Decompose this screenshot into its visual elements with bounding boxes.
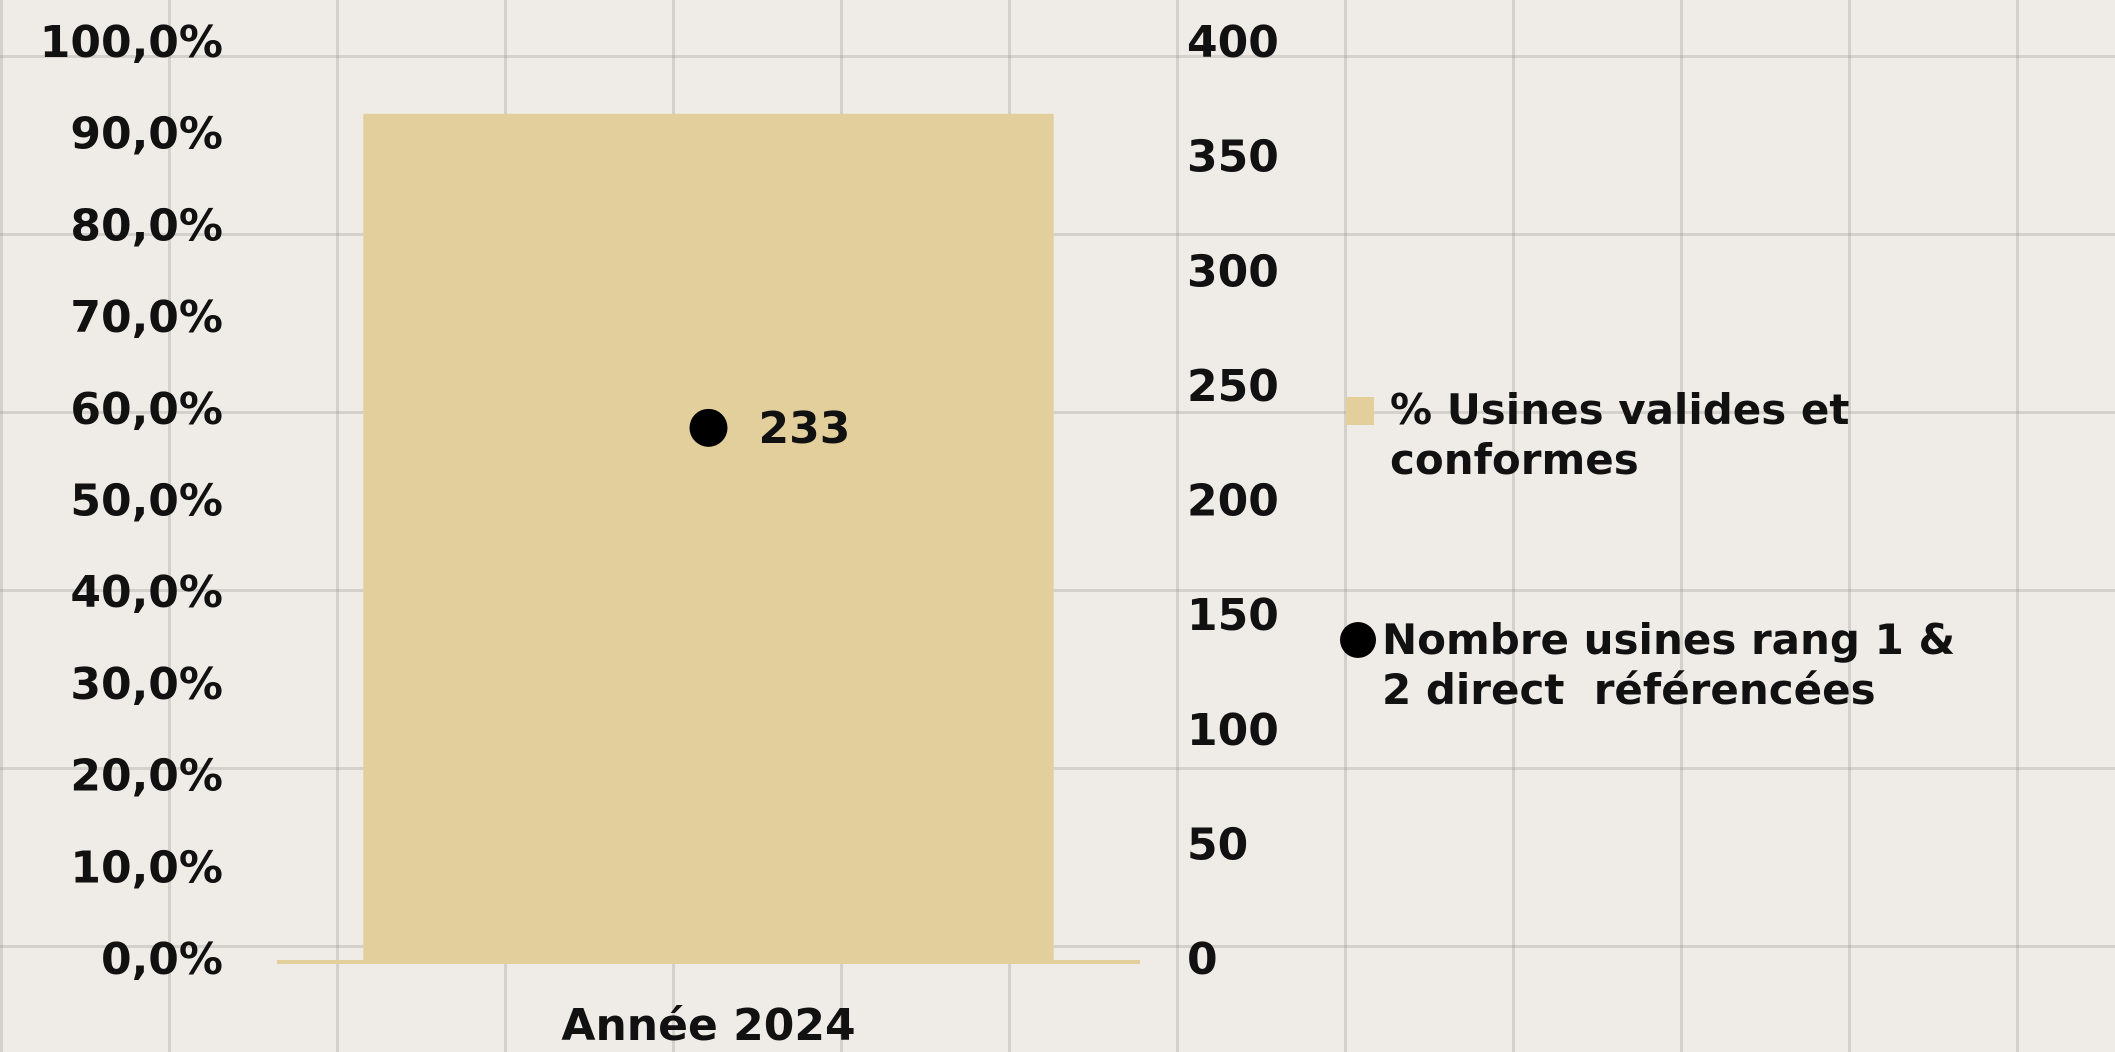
y-tick-label: 40,0% xyxy=(70,567,223,618)
legend-swatch xyxy=(1346,397,1374,425)
point xyxy=(689,408,728,447)
y-tick-label: 30,0% xyxy=(70,659,223,710)
y-tick-label: 60,0% xyxy=(70,384,223,435)
y2-tick-label: 300 xyxy=(1187,246,1279,297)
legend: % Usines valides et conformes Nombre usin… xyxy=(1340,385,2100,845)
legend-label: Nombre usines rang 1 & 2 direct référenc… xyxy=(1382,615,1970,714)
bar xyxy=(363,113,1054,962)
y2-tick-label: 400 xyxy=(1187,17,1279,68)
y2-tick-label: 350 xyxy=(1187,132,1279,183)
legend-item: Nombre usines rang 1 & 2 direct référenc… xyxy=(1340,615,2100,715)
y2-tick-label: 100 xyxy=(1187,705,1279,756)
y2-tick-label: 200 xyxy=(1187,476,1279,527)
legend-item: % Usines valides et conformes xyxy=(1340,385,2100,485)
y-tick-label: 90,0% xyxy=(70,109,223,160)
y-tick-label: 50,0% xyxy=(70,476,223,527)
y-tick-label: 10,0% xyxy=(70,842,223,893)
y2-tick-label: 50 xyxy=(1187,819,1248,870)
y-tick-label: 20,0% xyxy=(70,751,223,802)
legend-swatch xyxy=(1340,622,1376,658)
x-tick-label: Année 2024 xyxy=(561,1000,855,1051)
y-tick-label: 70,0% xyxy=(70,292,223,343)
y2-tick-label: 150 xyxy=(1187,590,1279,641)
y2-tick-label: 0 xyxy=(1187,934,1218,985)
legend-label: % Usines valides et conformes xyxy=(1390,385,1865,484)
y-tick-label: 100,0% xyxy=(40,17,223,68)
data-label: 233 xyxy=(759,403,851,454)
y-tick-label: 0,0% xyxy=(101,934,223,985)
y2-tick-label: 250 xyxy=(1187,361,1279,412)
y-tick-label: 80,0% xyxy=(70,200,223,251)
